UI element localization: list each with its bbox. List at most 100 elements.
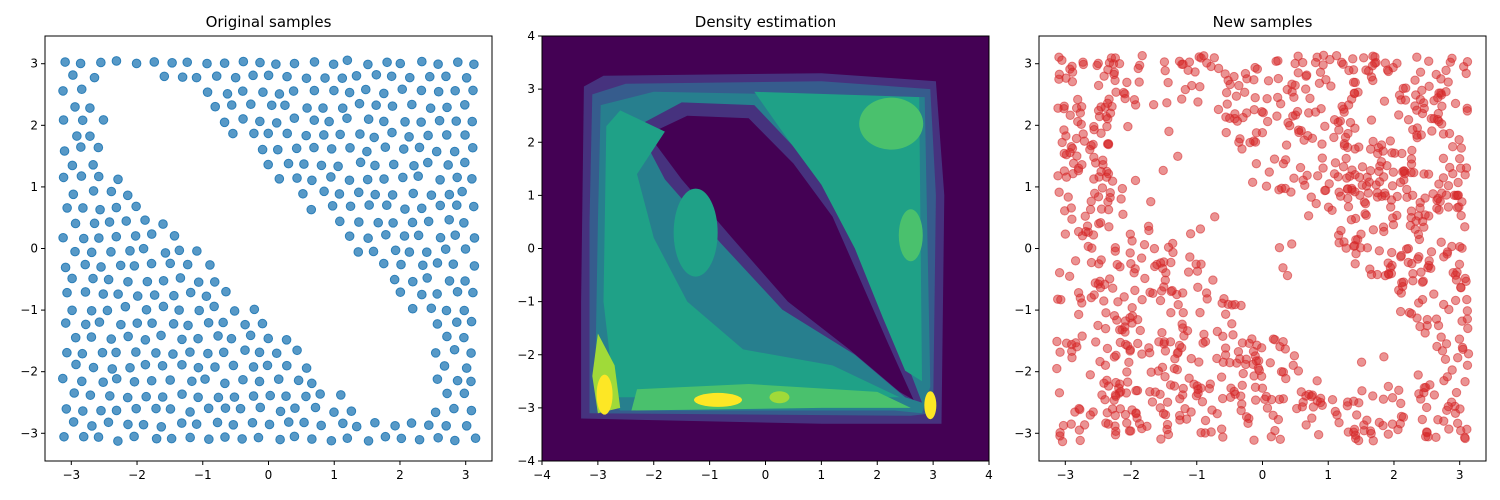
data-point	[1210, 212, 1220, 222]
data-point	[1424, 256, 1434, 266]
data-point	[1262, 93, 1272, 104]
data-point	[1287, 239, 1297, 249]
data-point	[1248, 359, 1258, 370]
data-point	[1273, 73, 1284, 84]
data-point	[301, 130, 311, 141]
data-point	[80, 287, 91, 297]
data-point	[263, 159, 273, 170]
data-point	[1420, 328, 1430, 338]
data-point	[264, 419, 275, 430]
data-point	[1320, 185, 1330, 196]
data-point	[1247, 177, 1258, 188]
y-tick-label: 2	[527, 135, 535, 149]
data-point	[1293, 68, 1303, 78]
data-point	[329, 407, 339, 418]
data-point	[185, 432, 195, 443]
data-point	[103, 417, 114, 428]
data-point	[1202, 58, 1212, 68]
data-point	[459, 388, 470, 399]
x-axis: −4 −3 −2 −1 0 1 2 3 4	[533, 461, 993, 482]
data-point	[398, 172, 408, 183]
data-point	[138, 419, 149, 430]
data-point	[104, 217, 115, 227]
data-point	[432, 258, 443, 268]
data-point	[414, 434, 425, 445]
data-point	[386, 71, 397, 82]
data-point	[1249, 371, 1259, 381]
data-point	[168, 349, 178, 359]
data-point	[1285, 120, 1295, 131]
data-point	[396, 259, 406, 270]
data-point	[212, 417, 223, 428]
data-point	[404, 132, 414, 142]
data-point	[248, 391, 259, 401]
data-point	[255, 116, 265, 127]
data-point	[57, 373, 68, 384]
data-point	[1401, 83, 1411, 93]
data-point	[1122, 77, 1132, 88]
x-tick-label: 3	[929, 468, 937, 482]
data-point	[238, 56, 249, 67]
data-point	[1320, 121, 1330, 132]
y-axis: −3 −2 −1 0 1 2 3	[1014, 57, 1039, 440]
data-point	[1237, 338, 1248, 348]
data-point	[69, 388, 80, 398]
data-point	[351, 71, 362, 81]
data-point	[249, 128, 259, 139]
data-point	[1103, 64, 1113, 75]
data-point	[1432, 203, 1442, 214]
data-point	[165, 375, 175, 385]
data-point	[88, 273, 98, 284]
data-point	[60, 57, 70, 67]
data-point	[1096, 255, 1106, 265]
data-point	[431, 146, 442, 157]
data-point	[351, 421, 362, 432]
data-point	[1443, 181, 1454, 191]
data-point	[1444, 424, 1454, 434]
data-point	[290, 403, 300, 413]
data-point	[185, 287, 196, 298]
data-point	[228, 360, 239, 371]
data-point	[1129, 268, 1139, 278]
data-point	[470, 433, 481, 444]
data-point	[229, 392, 240, 402]
data-point	[1073, 309, 1084, 320]
data-point	[168, 319, 179, 329]
data-point	[1186, 407, 1196, 417]
data-point	[80, 319, 91, 330]
density-peak-bottom-right	[924, 391, 937, 420]
data-point	[1443, 401, 1454, 412]
data-point	[467, 116, 478, 127]
data-point	[58, 115, 69, 125]
data-point	[1454, 153, 1465, 164]
data-point	[104, 391, 115, 401]
data-point	[88, 160, 98, 170]
data-point	[1146, 367, 1156, 377]
data-point	[1406, 309, 1417, 319]
data-point	[432, 319, 443, 329]
data-point	[1114, 383, 1124, 393]
data-point	[1266, 431, 1277, 442]
data-point	[1456, 210, 1466, 221]
data-point	[111, 231, 122, 242]
data-point	[1280, 344, 1291, 354]
data-point	[67, 305, 77, 316]
data-point	[1299, 135, 1309, 145]
panel-original-samples: Original samples −3 −2 −1 0 1 2 3 −3 −2 −1 0 1 2 3	[20, 13, 493, 482]
data-point	[1219, 294, 1229, 304]
data-point	[1360, 198, 1371, 209]
data-point	[1075, 404, 1085, 415]
data-point	[1412, 52, 1422, 62]
data-point	[1361, 181, 1372, 191]
data-point	[1345, 171, 1355, 181]
data-point	[61, 404, 72, 414]
data-point	[1440, 354, 1451, 365]
data-point	[1346, 215, 1357, 225]
data-point	[106, 247, 116, 257]
y-tick-label: 0	[1024, 242, 1032, 256]
data-point	[1317, 400, 1327, 410]
data-point	[193, 392, 203, 403]
data-point	[1416, 130, 1426, 140]
data-point	[449, 146, 460, 157]
data-point	[1070, 256, 1081, 266]
